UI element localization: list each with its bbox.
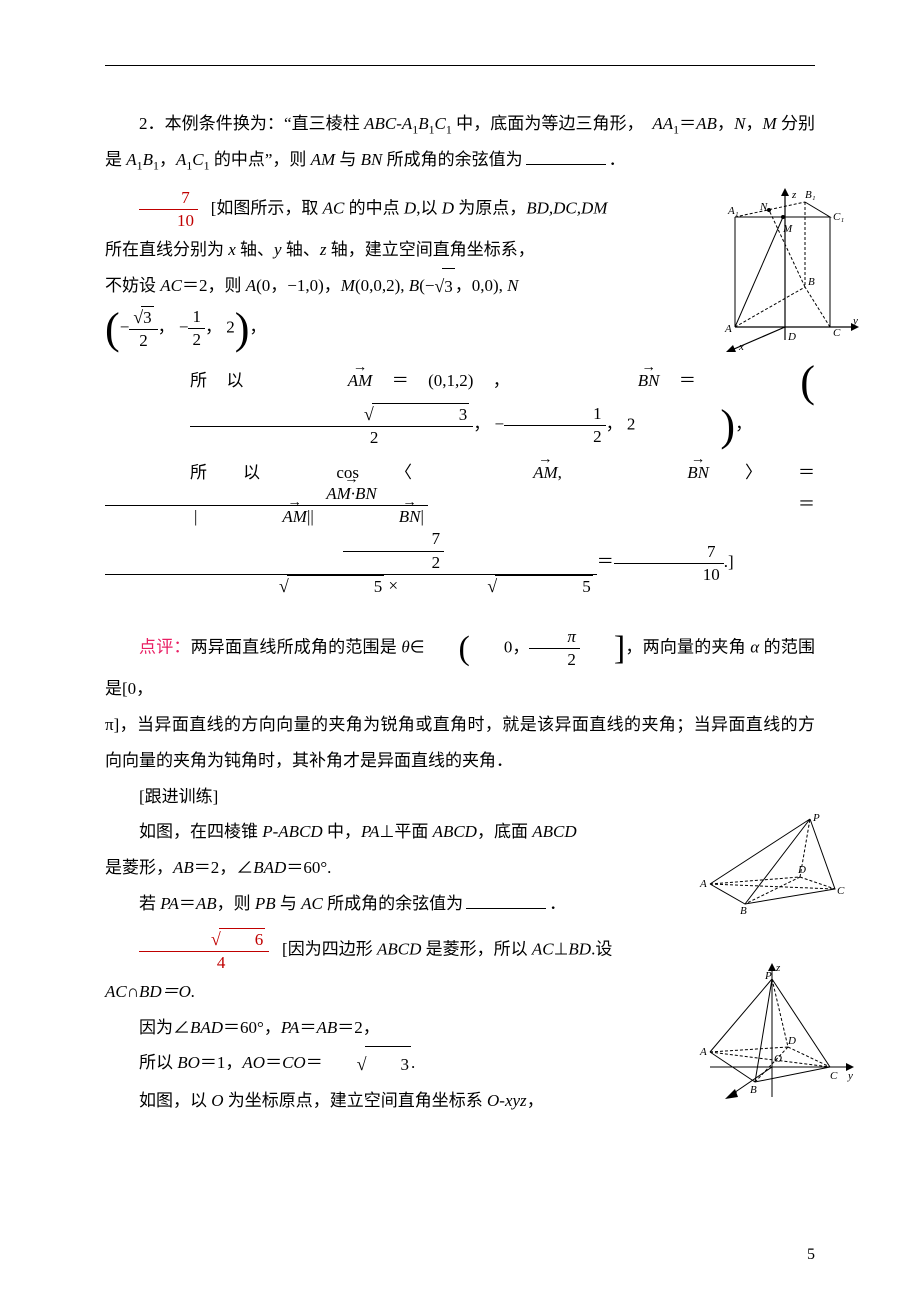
svg-text:z: z <box>791 189 797 201</box>
svg-text:z: z <box>775 962 781 974</box>
answer-fraction: 710 <box>139 187 198 232</box>
comment-label: 点评： <box>139 638 191 657</box>
svg-text:B₁: B₁ <box>805 189 816 201</box>
figure-pyramid-2: z P A B C D O x y <box>680 957 860 1120</box>
svg-text:B: B <box>750 1084 757 1096</box>
follow-answer-fraction: 64 <box>139 927 269 974</box>
svg-text:C: C <box>830 1070 838 1082</box>
svg-text:M: M <box>782 223 793 235</box>
comment-line2: π]，当异面直线的方向向量的夹角为锐角或直角时，就是该异面直线的夹角；当异面直线… <box>105 707 815 778</box>
svg-text:D: D <box>787 1035 796 1047</box>
svg-text:y: y <box>847 1070 853 1082</box>
figure-pyramid-1: P A B C D <box>685 809 855 932</box>
svg-text:y: y <box>852 315 858 327</box>
solution-2-line4: 所以→AM＝(0,1,2)， →BN＝(32， −12， 2)， <box>105 362 815 449</box>
follow-problem: P A B C D 如图，在四棱锥 P-ABCD 中，PA⊥平面 ABCD，底面… <box>105 814 815 921</box>
svg-text:N: N <box>759 201 768 213</box>
svg-text:A: A <box>699 878 707 890</box>
svg-text:B: B <box>808 276 815 288</box>
svg-text:x: x <box>738 341 744 352</box>
svg-text:x: x <box>731 1088 737 1100</box>
comment-block: 点评：两异面直线所成角的范围是 θ∈(0，π2]，两向量的夹角 α 的范围是[0… <box>105 626 815 707</box>
answer-blank-2 <box>466 892 546 908</box>
solution-2-block: A₁ B₁ C₁ N M A B C D x y z 710 [如图所示，取 A… <box>105 187 815 599</box>
svg-text:O: O <box>774 1053 782 1065</box>
svg-text:B: B <box>740 905 747 917</box>
solution-2-line5: 所以 cos〈→AM, →BN〉＝→AM·BN|→AM||→BN|＝725 × … <box>105 463 815 598</box>
svg-text:C₁: C₁ <box>833 211 844 223</box>
figure-prism: A₁ B₁ C₁ N M A B C D x y z <box>675 182 875 365</box>
svg-text:C: C <box>837 885 845 897</box>
svg-text:P: P <box>764 970 772 982</box>
svg-text:D: D <box>797 864 806 876</box>
svg-text:P: P <box>812 812 820 824</box>
follow-solution: z P A B C D O x y 64 [因为四边形 ABCD 是菱形，所以 … <box>105 927 815 1119</box>
svg-text:D: D <box>787 331 796 343</box>
problem-2-statement: 2．本例条件换为：“直三棱柱 ABC-A1B1C1 中，底面为等边三角形， AA… <box>105 106 815 179</box>
problem-number: 2． <box>139 114 165 133</box>
document-page: 2．本例条件换为：“直三棱柱 ABC-A1B1C1 中，底面为等边三角形， AA… <box>0 0 920 1302</box>
page-number: 5 <box>807 1238 815 1272</box>
answer-blank <box>526 149 606 165</box>
svg-text:A₁: A₁ <box>727 205 739 217</box>
svg-text:A: A <box>724 323 732 335</box>
svg-text:A: A <box>699 1046 707 1058</box>
svg-text:C: C <box>833 327 841 339</box>
top-rule <box>105 65 815 66</box>
